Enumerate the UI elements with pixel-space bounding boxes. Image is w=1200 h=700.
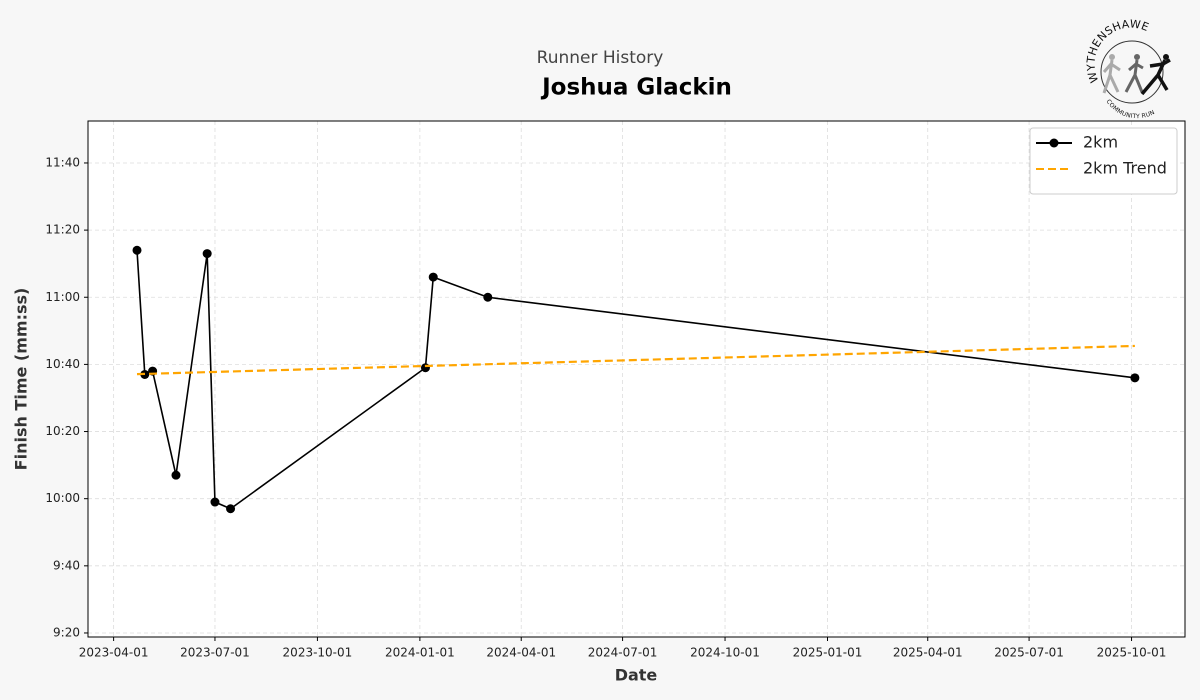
data-point	[202, 249, 212, 259]
series-line	[136, 344, 1135, 376]
x-tick-label: 2024-01-01	[385, 646, 455, 660]
legend-label: 2km	[1083, 133, 1118, 152]
y-tick-label: 10:20	[45, 424, 80, 438]
legend-label: 2km Trend	[1083, 159, 1167, 178]
y-tick-label: 9:40	[53, 558, 80, 572]
x-tick-label: 2025-01-01	[793, 646, 863, 660]
y-tick-label: 11:20	[45, 223, 80, 237]
plot-frame	[87, 120, 1186, 638]
x-tick-label: 2024-04-01	[486, 646, 556, 660]
y-tick-label: 10:00	[45, 491, 80, 505]
x-tick-label: 2025-04-01	[893, 646, 963, 660]
runner	[1140, 58, 1171, 96]
x-tick-label: 2025-10-01	[1097, 646, 1167, 660]
runner-head	[1134, 54, 1140, 60]
grid	[88, 121, 1185, 637]
data-point	[483, 292, 493, 302]
logo-ring	[1100, 40, 1164, 104]
y-tick-label: 9:20	[53, 625, 80, 639]
plot-area	[88, 121, 1185, 637]
data-point	[420, 363, 430, 373]
x-tick-label: 2023-07-01	[180, 646, 250, 660]
marks	[132, 245, 1140, 514]
data-point	[226, 504, 236, 514]
chart-title: Joshua Glackin	[540, 75, 732, 101]
data-point	[132, 245, 142, 255]
legend-box	[1029, 127, 1178, 195]
x-tick-label: 2023-04-01	[79, 646, 149, 660]
runner	[1102, 59, 1121, 94]
y-axis-label: Finish Time (mm:ss)	[12, 288, 31, 471]
y-tick-label: 11:00	[45, 290, 80, 304]
runner-head	[1163, 54, 1169, 60]
chart-subtitle: Runner History	[537, 48, 664, 68]
x-tick-label: 2024-07-01	[588, 646, 658, 660]
x-axis-label: Date	[615, 666, 658, 685]
x-tick-label: 2023-10-01	[283, 646, 353, 660]
x-tick-label: 2025-07-01	[994, 646, 1064, 660]
data-point	[171, 470, 181, 480]
legend-marker	[1049, 138, 1059, 148]
y-tick-label: 10:40	[45, 357, 80, 371]
legend: 2km 2km Trend	[1029, 127, 1178, 195]
runner	[1124, 59, 1144, 93]
data-point	[428, 272, 438, 282]
x-tick-label: 2024-10-01	[690, 646, 760, 660]
runner-head	[1109, 54, 1115, 60]
data-point	[1130, 373, 1140, 383]
y-tick-label: 11:40	[45, 155, 80, 169]
data-point	[210, 497, 220, 507]
